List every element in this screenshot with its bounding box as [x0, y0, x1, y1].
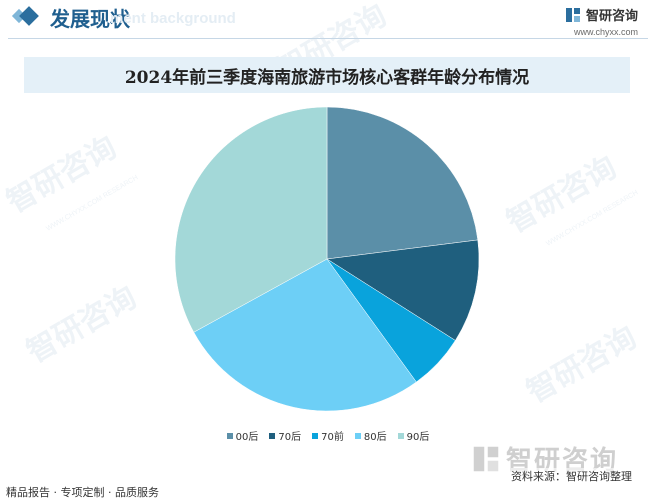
legend-item-4: 90后 [397, 428, 430, 443]
legend-item-2: 70前 [312, 428, 344, 443]
legend-swatch-4 [397, 432, 404, 439]
pie-slice-3 [193, 258, 417, 412]
legend-label-1: 70后 [278, 432, 302, 443]
legend-swatch-0 [226, 432, 233, 439]
brand: 智研咨询 [565, 5, 638, 24]
legend-label-4: 90后 [406, 432, 430, 443]
chart-title: 2024年前三季度海南旅游市场核心客群年龄分布情况 [124, 67, 530, 88]
chart-legend: 00后 70后 70前 80后 90后 [0, 428, 656, 443]
pie-slice-1 [326, 239, 480, 341]
chart-title-bar: 2024年前三季度海南旅游市场核心客群年龄分布情况 [24, 57, 630, 93]
legend-swatch-1 [269, 432, 276, 439]
source-note: 资料来源：智研咨询整理 [511, 468, 632, 484]
legend-swatch-2 [312, 432, 319, 439]
footer-logo-icon [473, 446, 499, 471]
legend-item-3: 80后 [354, 428, 387, 443]
pie-slice-4 [174, 106, 328, 333]
legend-label-0: 00后 [235, 432, 259, 443]
legend-label-3: 80后 [363, 432, 387, 443]
brand-name: 智研咨询 [585, 9, 638, 24]
pie-slice-0 [326, 106, 479, 260]
section-ghost-subtitle: ment background [110, 10, 236, 27]
page-header: 发展现状 ment background 智研咨询 www.chyxx.com [0, 0, 656, 44]
legend-item-1: 70后 [269, 428, 301, 443]
section-title: 发展现状 [50, 7, 130, 31]
page-footer: 精品报告 · 专项定制 · 品质服务 [0, 482, 656, 503]
legend-label-2: 70前 [321, 432, 344, 443]
footer-services: 精品报告 · 专项定制 · 品质服务 [6, 486, 159, 499]
legend-item-0: 00后 [226, 428, 259, 443]
brand-url: www.chyxx.com [573, 27, 638, 37]
brand-logo-icon [565, 7, 580, 22]
header-divider [8, 38, 648, 39]
legend-swatch-3 [354, 432, 361, 439]
